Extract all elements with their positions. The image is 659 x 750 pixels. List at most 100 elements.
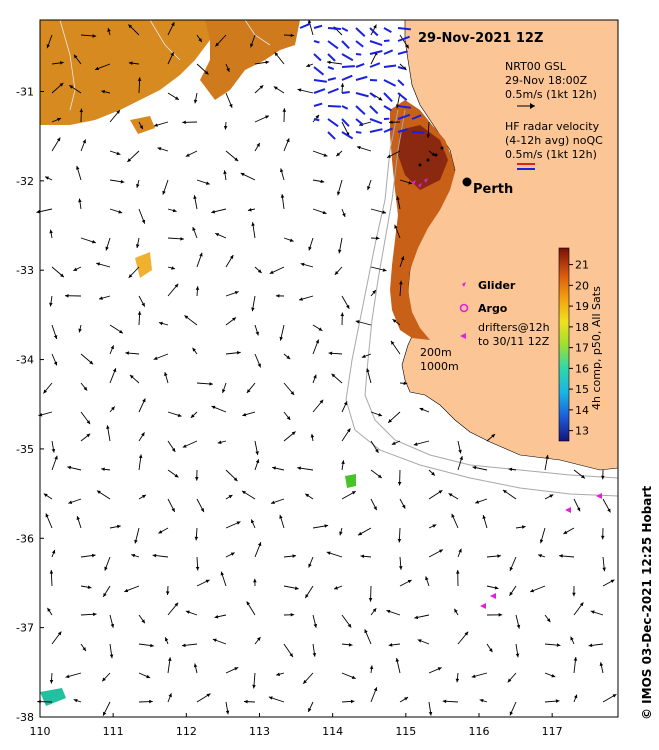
model-arrowhead [127, 158, 132, 162]
model-arrowhead [307, 19, 312, 24]
radar-arrow [383, 105, 392, 112]
glider-legend: Glider [478, 279, 516, 292]
model-arrowhead [185, 153, 190, 157]
model-arrowhead [192, 347, 197, 352]
model-arrowhead [549, 494, 554, 498]
model-arrowhead [112, 368, 117, 373]
colorbar-tick-label: 16 [575, 362, 589, 375]
model-arrowhead [507, 678, 512, 683]
model-arrowhead [464, 631, 469, 636]
model-arrowhead [242, 490, 246, 495]
model-arrowhead [244, 699, 248, 704]
y-tick-label: -36 [16, 532, 34, 545]
model-arrowhead [497, 554, 501, 558]
model-arrowhead [475, 500, 480, 504]
model-arrowhead [212, 638, 217, 643]
model-arrowhead [313, 374, 317, 379]
model-arrowhead [308, 708, 312, 712]
model-arrowhead [400, 256, 405, 261]
radar-arrow [355, 27, 366, 37]
model-arrowhead [214, 614, 219, 619]
model-arrowhead [116, 110, 120, 114]
radar-arrow [299, 22, 311, 29]
model-arrowhead [491, 434, 496, 438]
model-arrowhead [199, 252, 203, 257]
model-arrowhead [247, 208, 252, 212]
sst-patch-coastal-warm [398, 125, 448, 190]
model-arrowhead [375, 236, 380, 241]
model-arrowhead [256, 636, 261, 641]
model-arrowhead [326, 60, 331, 65]
model-arrowhead [128, 274, 133, 278]
model-arrowhead [339, 531, 343, 536]
y-tick-label: -35 [16, 443, 34, 456]
model-arrowhead [76, 165, 80, 170]
model-arrowhead [57, 117, 62, 122]
model-arrowhead [368, 598, 373, 602]
radar-arrow [313, 79, 327, 83]
model-arrowhead [482, 515, 486, 519]
radar-arrow [355, 75, 368, 81]
model-arrowhead [253, 578, 257, 583]
model-arrowhead [417, 639, 422, 643]
model-arrowhead [162, 190, 166, 195]
model-arrowhead [290, 612, 295, 617]
model-arrowhead [479, 699, 484, 703]
model-arrowhead [171, 448, 176, 452]
model-arrowhead [141, 219, 146, 224]
radar-arrow [369, 62, 381, 68]
model-arrowhead [556, 643, 561, 647]
model-arrowhead [49, 570, 54, 574]
glider-marker-legend [462, 282, 466, 287]
model-arrowhead [91, 553, 96, 558]
model-arrowhead [45, 176, 50, 180]
model-arrowhead [180, 237, 184, 241]
model-arrowhead [233, 477, 238, 482]
model-arrowhead [397, 538, 402, 543]
model-arrowhead [386, 609, 391, 614]
model-arrowhead [193, 663, 198, 668]
model-arrowhead [211, 209, 216, 214]
model-arrowhead [539, 539, 544, 544]
model-arrowhead [297, 466, 301, 470]
model-arrowhead [215, 233, 220, 237]
radar-arrow [383, 92, 393, 103]
radar-arrow [369, 27, 379, 37]
model-arrowhead [271, 500, 275, 505]
model-arrowhead [396, 196, 400, 200]
model-arrowhead [45, 513, 49, 518]
model-arrowhead [234, 667, 239, 671]
model-arrowhead [221, 389, 226, 394]
model-arrowhead [367, 186, 371, 191]
model-arrowhead [157, 147, 162, 151]
radar-arrow [369, 92, 377, 99]
model-arrowhead [318, 327, 323, 331]
sst-patch-middle-small [130, 116, 155, 134]
model-arrowhead [73, 54, 78, 59]
model-arrowhead [152, 553, 157, 558]
model-arrowhead [391, 441, 396, 445]
model-arrowhead [184, 315, 189, 319]
model-arrowhead [395, 658, 400, 662]
model-arrowhead [170, 52, 174, 57]
model-arrowhead [234, 291, 239, 295]
radar-arrow [355, 105, 366, 115]
model-arrowhead [164, 637, 169, 642]
model-arrowhead [136, 183, 140, 188]
radar-arrow [327, 40, 339, 50]
model-arrowhead [403, 381, 408, 386]
colorbar-tick-label: 21 [575, 259, 589, 272]
model-arrowhead [142, 494, 146, 499]
colorbar-tick-label: 18 [575, 321, 589, 334]
model-arrowhead [265, 115, 269, 119]
radar-arrow [397, 92, 408, 101]
model-arrowhead [171, 507, 175, 512]
model-arrowhead [546, 618, 551, 623]
colorbar-tick-label: 14 [575, 404, 589, 417]
map-frame [39, 19, 619, 718]
depth-label-200m: 200m [420, 346, 452, 359]
model-arrowhead [51, 549, 56, 554]
model-arrowhead [599, 662, 604, 667]
isobath-1000m [345, 109, 619, 497]
model-arrowhead [408, 180, 413, 185]
